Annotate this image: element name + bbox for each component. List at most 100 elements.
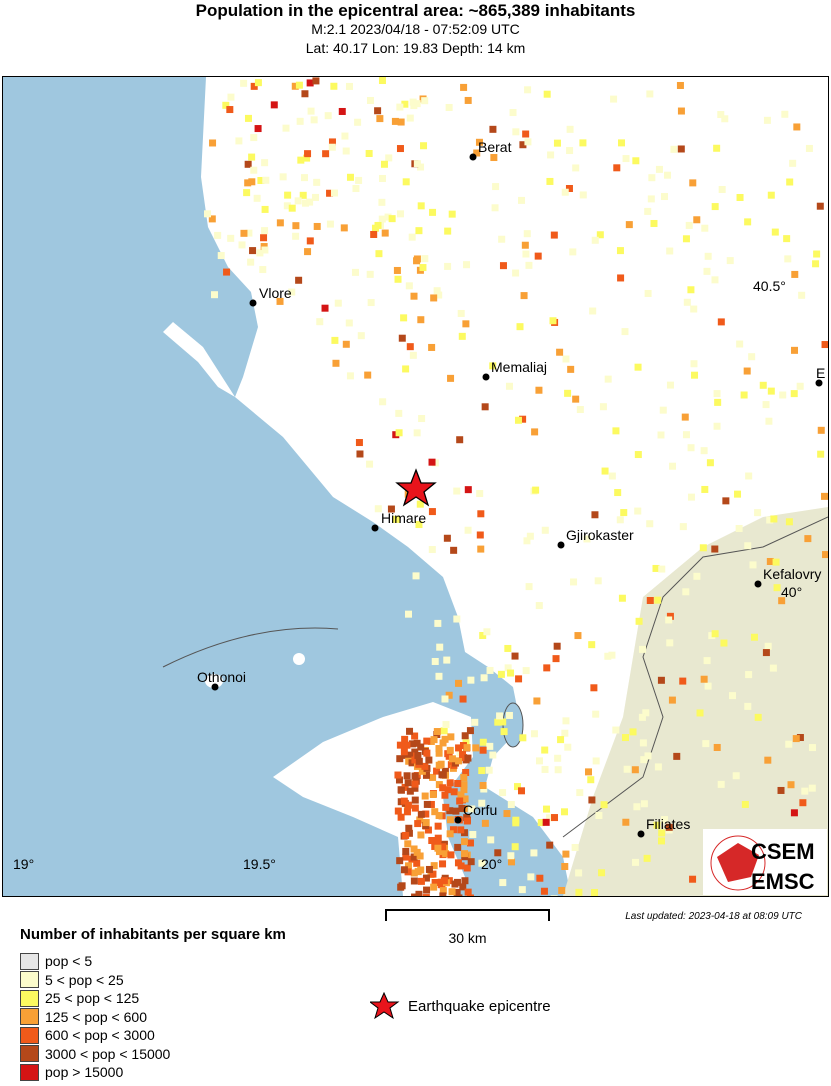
population-cell	[489, 751, 497, 759]
city-marker	[815, 379, 823, 387]
population-cell	[669, 462, 677, 470]
population-cell	[479, 631, 487, 639]
population-cell	[259, 266, 267, 274]
population-cell	[696, 709, 704, 717]
population-cell	[428, 546, 436, 554]
lat-tick: 40.5°	[753, 278, 786, 294]
population-cell	[460, 774, 468, 782]
population-cell	[282, 124, 290, 132]
population-cell	[411, 772, 419, 780]
population-cell	[409, 351, 417, 359]
population-cell	[439, 887, 447, 895]
population-cell	[556, 348, 564, 356]
population-cell	[341, 132, 349, 140]
population-cell	[533, 697, 541, 705]
population-cell	[257, 176, 265, 184]
legend-title: Number of inhabitants per square km	[20, 926, 286, 943]
population-cell	[214, 231, 222, 239]
population-cell	[292, 222, 300, 230]
population-cell	[531, 428, 539, 436]
map-title: Population in the epicentral area: ~865,…	[195, 1, 636, 20]
population-map[interactable]: Berat Vlore Memaliaj Himare Gjirokaster Kefal…	[2, 76, 830, 903]
population-cell	[378, 77, 386, 85]
greece-low-density	[563, 507, 828, 896]
population-cell	[441, 735, 449, 743]
population-cell	[682, 588, 690, 596]
legend-swatch	[20, 1008, 39, 1025]
population-cell	[541, 746, 549, 754]
population-cell	[550, 895, 558, 903]
population-cell	[522, 667, 530, 675]
population-cell	[540, 887, 548, 895]
population-cell	[717, 318, 725, 326]
population-cell	[413, 160, 421, 168]
population-cell	[699, 544, 707, 552]
population-cell	[505, 382, 513, 390]
population-cell	[629, 728, 637, 736]
population-cell	[785, 740, 793, 748]
population-cell	[284, 191, 292, 199]
population-cell	[401, 100, 409, 108]
population-cell	[441, 767, 449, 775]
population-cell	[413, 739, 421, 747]
population-cell	[479, 746, 487, 754]
city-label: Himare	[381, 510, 426, 526]
population-cell	[481, 819, 489, 827]
population-cell	[413, 429, 421, 437]
city-marker	[754, 580, 762, 588]
population-cell	[670, 145, 678, 153]
population-cell	[412, 572, 420, 580]
population-cell	[683, 298, 691, 306]
population-cell	[464, 486, 472, 494]
population-cell	[635, 617, 643, 625]
population-cell	[330, 82, 338, 90]
population-cell	[541, 526, 549, 534]
population-cell	[486, 666, 494, 674]
population-cell	[433, 767, 441, 775]
population-cell	[460, 781, 468, 789]
population-cell	[478, 799, 486, 807]
population-cell	[647, 195, 655, 203]
legend-swatch	[20, 1063, 39, 1081]
population-cell	[599, 403, 607, 411]
population-cell	[682, 431, 690, 439]
population-cell	[713, 390, 721, 398]
population-cell	[681, 413, 689, 421]
population-cell	[658, 829, 666, 837]
population-cell	[677, 107, 685, 115]
city-label: E	[816, 365, 825, 381]
legend-item: pop > 15000	[20, 1063, 123, 1081]
population-cell	[424, 826, 432, 834]
population-cell	[313, 222, 321, 230]
population-cell	[749, 561, 757, 569]
population-cell	[621, 328, 629, 336]
population-cell	[522, 130, 530, 138]
population-cell	[532, 486, 540, 494]
population-cell	[387, 505, 395, 513]
population-cell	[384, 213, 392, 221]
population-cell	[456, 436, 464, 444]
population-cell	[721, 115, 729, 123]
population-cell	[661, 193, 669, 201]
population-cell	[765, 417, 773, 425]
population-cell	[340, 224, 348, 232]
population-cell	[388, 215, 396, 223]
population-cell	[430, 294, 438, 302]
population-cell	[524, 86, 532, 94]
population-cell	[592, 710, 600, 718]
population-cell	[703, 267, 711, 275]
population-cell	[741, 800, 749, 808]
population-cell	[416, 816, 424, 824]
population-cell	[423, 749, 431, 757]
epicentre-star-icon[interactable]	[395, 468, 437, 507]
population-cell	[625, 221, 633, 229]
population-cell	[745, 472, 753, 480]
population-cell	[525, 583, 533, 591]
population-cell	[415, 521, 423, 529]
population-cell	[244, 179, 252, 187]
population-cell	[610, 95, 618, 103]
population-cell	[608, 651, 616, 659]
population-cell	[391, 117, 399, 125]
population-cell	[250, 134, 258, 142]
population-cell	[370, 230, 378, 238]
